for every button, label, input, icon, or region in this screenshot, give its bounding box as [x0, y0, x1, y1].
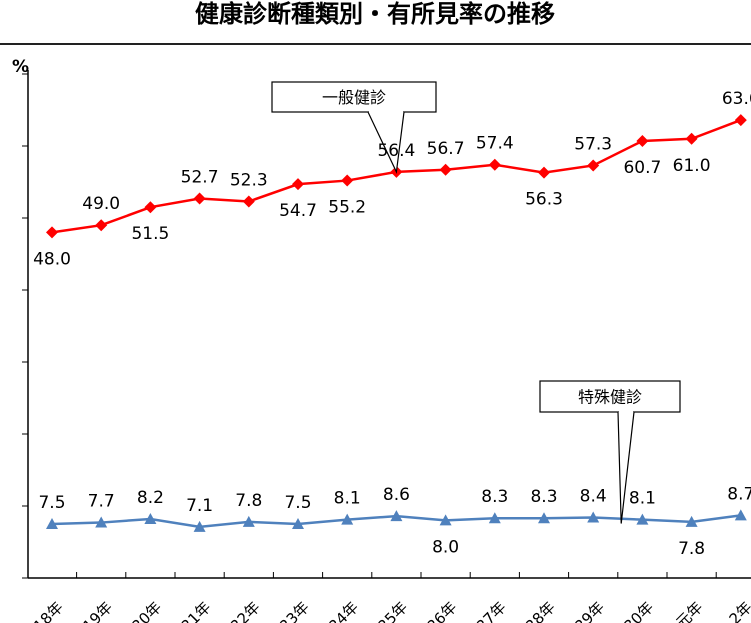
data-point [734, 114, 747, 127]
data-point [538, 512, 550, 524]
data-label: 8.1 [629, 489, 656, 509]
data-point [734, 509, 747, 521]
data-label: 57.3 [574, 134, 612, 154]
legend-callout-ippan-box [271, 81, 437, 113]
data-point [538, 166, 550, 179]
legend-callout-tokushu-box [539, 380, 681, 413]
data-label: 8.7 [727, 484, 751, 504]
x-tick-label: 24年 [325, 598, 362, 623]
data-point [46, 226, 58, 239]
data-label: 60.7 [623, 158, 661, 178]
x-tick-label: 2年 [726, 598, 751, 623]
x-tick-label: 29年 [571, 598, 608, 623]
x-tick-label: 18年 [30, 598, 67, 623]
data-point [193, 520, 206, 532]
data-label: 57.4 [476, 134, 514, 154]
x-tick-label: 元年 [672, 598, 706, 623]
data-point [292, 518, 304, 529]
data-point [193, 192, 206, 205]
data-label: 7.8 [235, 491, 262, 511]
data-point [636, 513, 649, 525]
data-label: 8.0 [432, 537, 459, 557]
legend-callout-ippan-label: 一般健診 [322, 88, 386, 107]
data-point [587, 159, 600, 172]
legend-callout-ippan-pointer [367, 111, 405, 175]
data-label: 8.3 [481, 487, 508, 507]
data-point [636, 134, 649, 147]
x-tick-label: 25年 [374, 598, 411, 623]
data-label: 7.5 [38, 493, 65, 513]
x-tick-label: 23年 [276, 598, 313, 623]
y-axis-unit: % [12, 57, 29, 77]
x-tick-label: 26年 [424, 598, 461, 623]
data-point [390, 510, 403, 522]
x-tick-label: 19年 [79, 598, 116, 623]
data-label: 7.1 [186, 496, 213, 516]
data-point [292, 178, 304, 191]
x-tick-label: 22年 [227, 598, 264, 623]
data-point [95, 219, 108, 232]
data-label: 7.5 [284, 493, 311, 513]
chart-title: 健康診断種類別・有所見率の推移 [195, 0, 555, 28]
data-point [242, 515, 255, 527]
data-point [46, 518, 58, 529]
data-label: 8.6 [383, 485, 410, 505]
data-label: 63.6 [722, 89, 751, 109]
data-label: 52.3 [230, 170, 268, 190]
data-point [144, 201, 157, 214]
x-tick-label: 21年 [178, 598, 215, 623]
data-label: 51.5 [131, 224, 169, 244]
legend-callout-tokushu-label: 特殊健診 [578, 388, 642, 407]
data-label: 8.4 [580, 487, 607, 507]
data-label: 56.4 [377, 141, 415, 161]
x-tick-label: 27年 [473, 598, 510, 623]
data-point [439, 163, 452, 176]
data-label: 56.7 [427, 139, 465, 159]
legend-callout-tokushu-pointer [617, 411, 635, 524]
data-label: 8.2 [137, 488, 164, 508]
data-label: 8.3 [530, 487, 557, 507]
data-label: 7.8 [678, 539, 705, 559]
data-point [341, 513, 354, 525]
data-point [144, 512, 157, 524]
data-label: 54.7 [279, 201, 317, 221]
x-tick-label: 20年 [128, 598, 165, 623]
data-label: 56.3 [525, 190, 563, 210]
x-tick-label: 28年 [522, 598, 559, 623]
data-point [488, 158, 501, 171]
data-point [587, 511, 600, 523]
x-tick-label: 30年 [620, 598, 657, 623]
data-label: 52.7 [181, 168, 219, 188]
data-label: 49.0 [82, 194, 120, 214]
data-label: 7.7 [88, 492, 115, 512]
data-label: 61.0 [673, 156, 711, 176]
data-point [341, 174, 354, 187]
data-point [685, 515, 698, 527]
data-point [685, 132, 698, 145]
data-point [488, 512, 501, 524]
data-point [439, 514, 452, 526]
data-point [95, 516, 108, 528]
data-label: 55.2 [328, 198, 366, 218]
data-point [242, 195, 255, 208]
data-label: 8.1 [334, 489, 361, 509]
data-label: 48.0 [33, 249, 71, 269]
